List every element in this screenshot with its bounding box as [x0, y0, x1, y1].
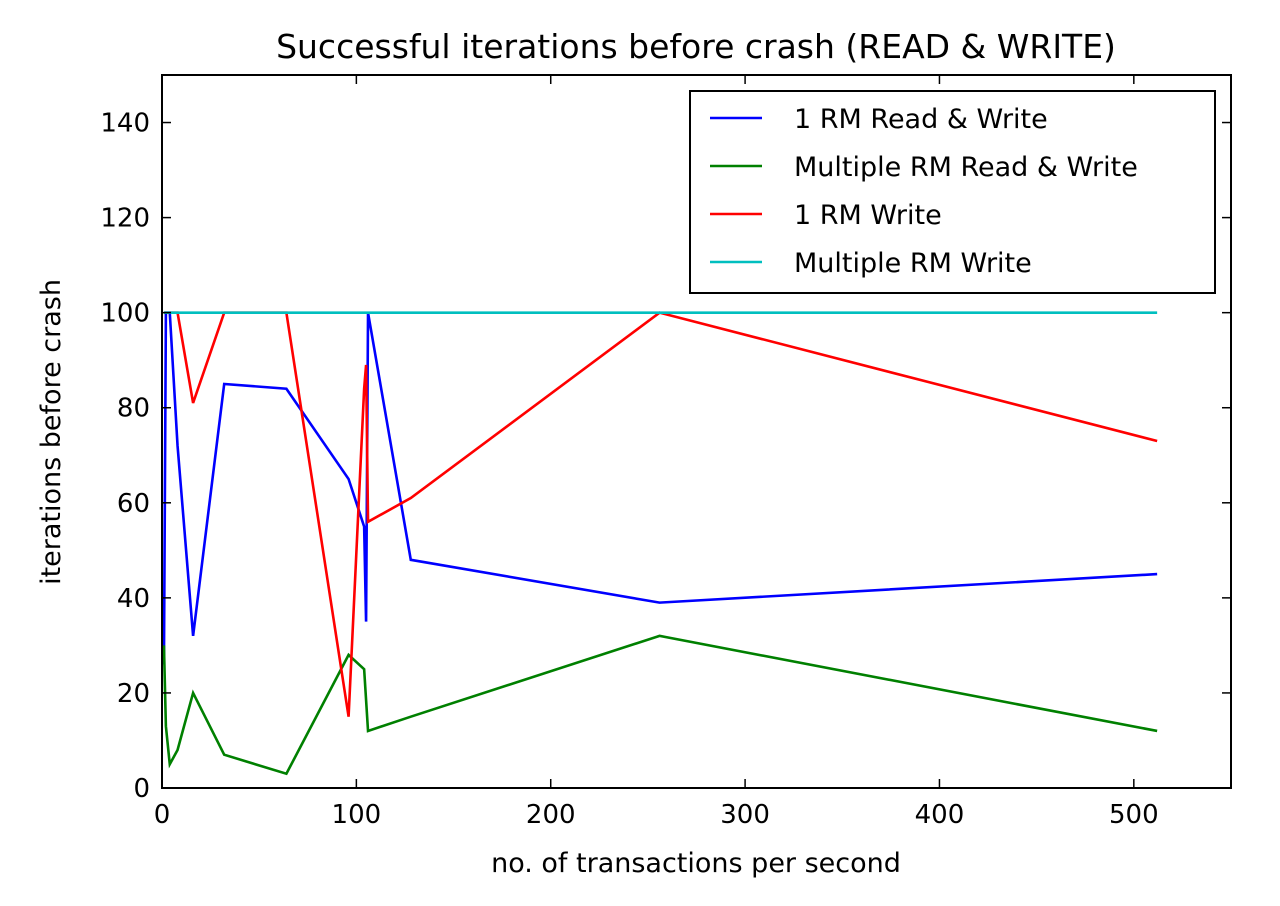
legend-label-4: Multiple RM Write	[794, 248, 1032, 279]
y-tick-label: 100	[100, 299, 150, 329]
y-tick-label: 140	[100, 109, 150, 139]
y-tick-label: 80	[117, 394, 150, 424]
legend-entries: 1 RM Read & Write Multiple RM Read & Writ…	[710, 104, 1138, 279]
x-tick-label: 300	[720, 800, 770, 830]
y-tick-label: 120	[100, 204, 150, 234]
legend-label-1: 1 RM Read & Write	[794, 104, 1048, 135]
y-tick-label: 20	[117, 679, 150, 709]
x-tick-label: 400	[915, 800, 965, 830]
plot-frame	[161, 74, 1232, 789]
legend-label-2: Multiple RM Read & Write	[794, 152, 1138, 183]
x-axis: 0 100 200 300 400 500	[154, 75, 1159, 830]
series-line-1	[162, 311, 1158, 665]
y-axis-label: iterations before crash	[36, 279, 67, 585]
x-tick-label: 500	[1109, 800, 1159, 830]
x-axis-label: no. of transactions per second	[491, 848, 901, 879]
y-axis: 0 20 40 60 80 100 120 140	[100, 109, 1231, 804]
legend-label-3: 1 RM Write	[794, 200, 942, 231]
y-tick-label: 40	[117, 584, 150, 614]
chart-title: Successful iterations before crash (READ…	[276, 27, 1116, 66]
y-tick-label: 60	[117, 489, 150, 519]
series-layer	[162, 311, 1158, 776]
x-tick-label: 200	[526, 800, 576, 830]
y-tick-label: 0	[133, 774, 150, 804]
x-tick-label: 100	[332, 800, 382, 830]
x-tick-label: 0	[154, 800, 171, 830]
legend-box	[689, 90, 1216, 294]
legend: 1 RM Read & Write Multiple RM Read & Writ…	[689, 90, 1216, 294]
series-line-2	[162, 634, 1158, 776]
